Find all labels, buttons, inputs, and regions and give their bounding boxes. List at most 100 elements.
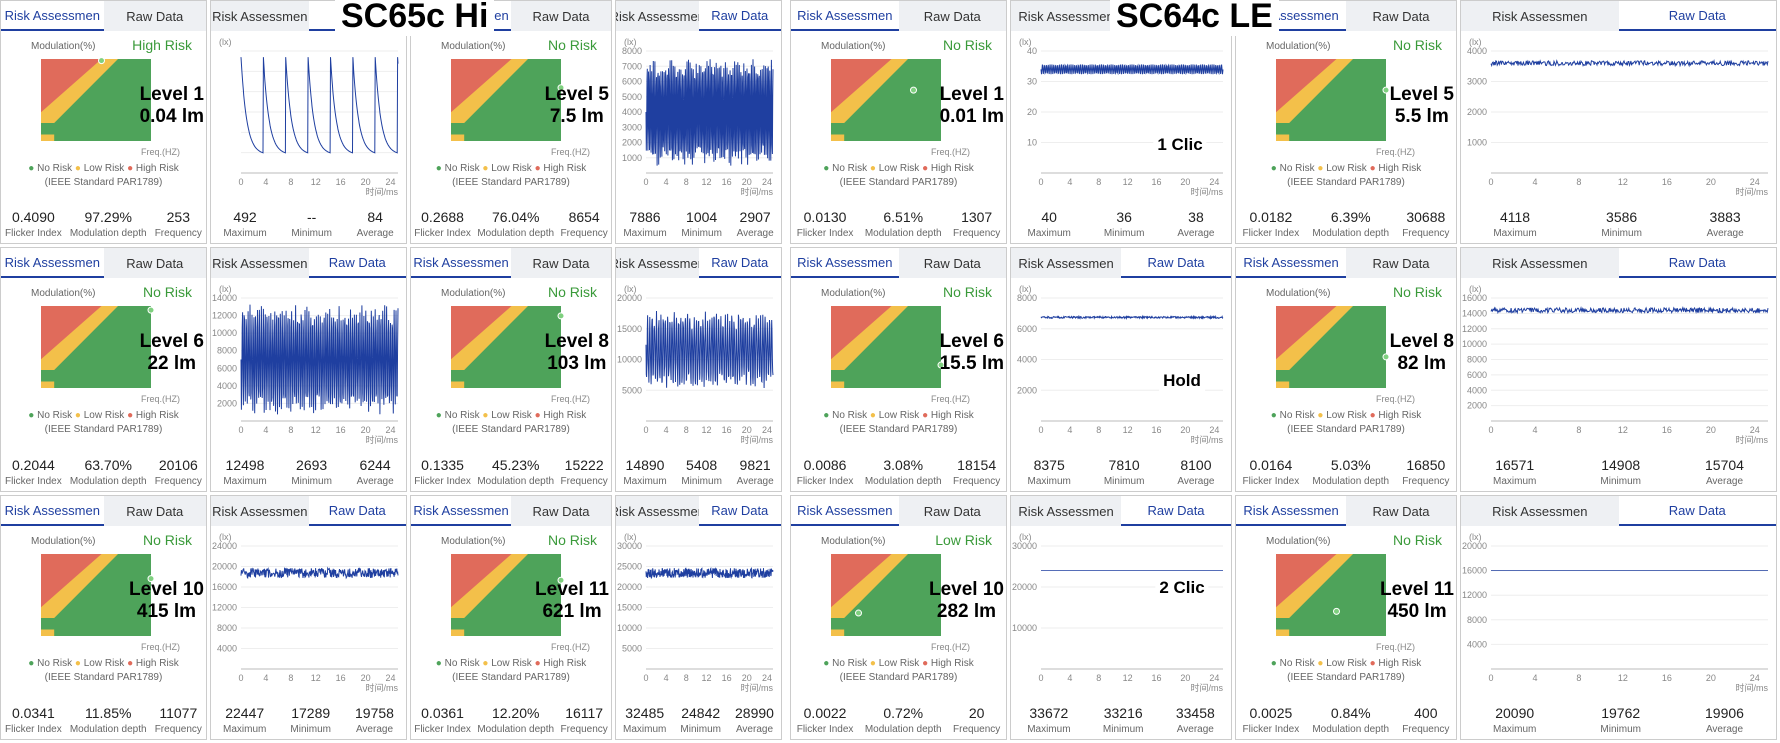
tab-raw-data[interactable]: Raw Data [1372, 255, 1430, 271]
y-tick-label: 8000 [1467, 355, 1487, 365]
tab-risk-assessment[interactable]: Risk Assessmen [791, 248, 899, 278]
tab-raw-data[interactable]: Raw Data [308, 248, 406, 278]
y-tick-label: 20000 [617, 582, 642, 592]
tab-risk-assessment[interactable]: Risk Assessmen [1, 1, 104, 31]
tab-raw-data[interactable]: Raw Data [923, 503, 981, 519]
tab-risk-assessment[interactable]: Risk Assessmen [1236, 248, 1346, 278]
stat-value: 4118 [1499, 209, 1531, 225]
tab-raw-data[interactable]: Raw Data [923, 255, 981, 271]
tab-risk-assessment[interactable]: Risk Assessmen [1018, 8, 1114, 24]
tab-raw-data[interactable]: Raw Data [698, 496, 781, 526]
device-title: SC65c Hi [335, 0, 495, 36]
stat-label: Frequency [560, 476, 608, 487]
tab-risk-assessment[interactable]: Risk Assessmen [1018, 503, 1114, 519]
tab-risk-assessment[interactable]: Risk Assessmen [616, 8, 699, 24]
stats-row: 0.4090 Flicker Index 97.29% Modulation dept… [1, 209, 206, 239]
tab-raw-data[interactable]: Raw Data [923, 8, 981, 24]
tab-raw-data[interactable]: Raw Data [1121, 496, 1231, 526]
stat-label: Modulation depth [477, 228, 555, 239]
raw-data-chart: (lx)20000 16000 12000 8000 4000 0 4 8 12 16 20 24时间… [1462, 532, 1769, 693]
lumen-value: 621 lm [542, 601, 602, 623]
tab-risk-assessment[interactable]: Risk Assessmen [1236, 496, 1346, 526]
x-tick-label: 16 [1662, 177, 1672, 187]
no-risk-zone [1276, 306, 1386, 388]
tab-raw-data[interactable]: Raw Data [532, 503, 590, 519]
tab-raw-data[interactable]: Raw Data [126, 8, 184, 24]
stat-label: Flicker Index [414, 228, 471, 239]
tab-risk-assessment[interactable]: Risk Assessmen [212, 503, 308, 519]
tab-risk-assessment[interactable]: Risk Assessmen [1492, 8, 1588, 24]
level-name: Level 11 [1380, 579, 1454, 601]
level-name: Level 1 [939, 83, 1004, 105]
tab-risk-assessment[interactable]: Risk Assessmen [1492, 255, 1588, 271]
risk-chart: Freq.(HZ) [831, 59, 970, 157]
tab-risk-assessment[interactable]: Risk Assessmen [791, 496, 899, 526]
tab-raw-data[interactable]: Raw Data [126, 255, 184, 271]
tab-risk-assessment[interactable]: Risk Assessmen [1, 496, 104, 526]
y-tick-label: 3000 [622, 122, 642, 132]
tab-raw-data[interactable]: Raw Data [698, 248, 781, 278]
tab-raw-data[interactable]: Raw Data [532, 8, 590, 24]
stat-item: 15222 Frequency [561, 457, 608, 487]
y-tick-label: 2000 [1017, 385, 1037, 395]
tab-risk-assessment[interactable]: Risk Assessmen [1, 248, 104, 278]
lumen-value: 282 lm [936, 601, 997, 623]
level-label: Level 5 7.5 lm [545, 84, 609, 128]
lux-unit-label: (lx) [624, 284, 637, 294]
tab-raw-data[interactable]: Raw Data [1618, 1, 1776, 31]
legend-no: ● No Risk [1271, 163, 1318, 174]
interaction-label: 2 Clic [1155, 578, 1209, 598]
x-tick-label: 4 [263, 177, 268, 187]
tab-risk-assessment[interactable]: Risk Assessmen [411, 248, 511, 278]
x-tick-label: 16 [722, 177, 732, 187]
legend-low: ● Low Risk [75, 658, 127, 669]
stat-label: Maximum [1027, 228, 1071, 239]
tab-risk-assessment[interactable]: Risk Assessmen [1492, 503, 1588, 519]
level-name: Level 5 [544, 83, 609, 105]
tab-risk-assessment[interactable]: Risk Assessmen [212, 8, 308, 24]
measurement-point [1382, 86, 1390, 94]
risk-legend: ● No Risk ● Low Risk ● High Risk [791, 163, 1006, 174]
stat-value: 2907 [739, 209, 771, 225]
stat-value: 16571 [1495, 457, 1535, 473]
tab-raw-data[interactable]: Raw Data [308, 496, 406, 526]
tab-raw-data[interactable]: Raw Data [1121, 248, 1231, 278]
stat-label: Frequency [953, 476, 1001, 487]
y-tick-label: 6000 [217, 363, 237, 373]
stat-label: Modulation depth [864, 228, 942, 239]
x-tick-label: 20 [361, 425, 371, 435]
tab-raw-data[interactable]: Raw Data [532, 255, 590, 271]
stat-label: Flicker Index [796, 724, 854, 735]
ieee-standard-label: (IEEE Standard PAR1789) [839, 177, 958, 188]
y-tick-label: 10 [1027, 138, 1037, 148]
x-tick-label: 24 [1750, 177, 1760, 187]
tab-risk-assessment[interactable]: Risk Assessmen [212, 255, 308, 271]
x-tick-label: 20 [1180, 177, 1190, 187]
level-label: Level 11 621 lm [535, 579, 609, 623]
tab-raw-data[interactable]: Raw Data [1372, 503, 1430, 519]
stat-item: 4118 Maximum [1493, 209, 1536, 239]
legend-text: No Risk [37, 410, 75, 421]
tab-raw-data[interactable]: Raw Data [126, 503, 184, 519]
stat-item: 0.2044 Flicker Index [5, 457, 62, 487]
stat-item: 19762 Minimum [1600, 705, 1641, 735]
tab-raw-data[interactable]: Raw Data [1618, 248, 1776, 278]
time-axis-label: 时间/ms [741, 682, 774, 693]
tab-raw-data[interactable]: Raw Data [1618, 496, 1776, 526]
legend-text: No Risk [1279, 163, 1318, 174]
level-name: Level 10 [929, 579, 1004, 601]
y-tick-label: 8000 [1017, 293, 1037, 303]
tab-risk-assessment[interactable]: Risk Assessmen [1018, 255, 1114, 271]
tab-risk-assessment[interactable]: Risk Assessmen [411, 496, 511, 526]
tab-risk-assessment[interactable]: Risk Assessmen [616, 255, 699, 271]
x-tick-label: 24 [386, 177, 396, 187]
tab-risk-assessment[interactable]: Risk Assessmen [616, 503, 699, 519]
tab-risk-assessment[interactable]: Risk Assessmen [791, 1, 899, 31]
stat-item: 33458 Average [1176, 705, 1215, 735]
level-label: Level 10 282 lm [929, 579, 1004, 623]
tab-raw-data[interactable]: Raw Data [1372, 8, 1430, 24]
tab-raw-data[interactable]: Raw Data [698, 1, 781, 31]
stat-label: Minimum [291, 476, 332, 487]
